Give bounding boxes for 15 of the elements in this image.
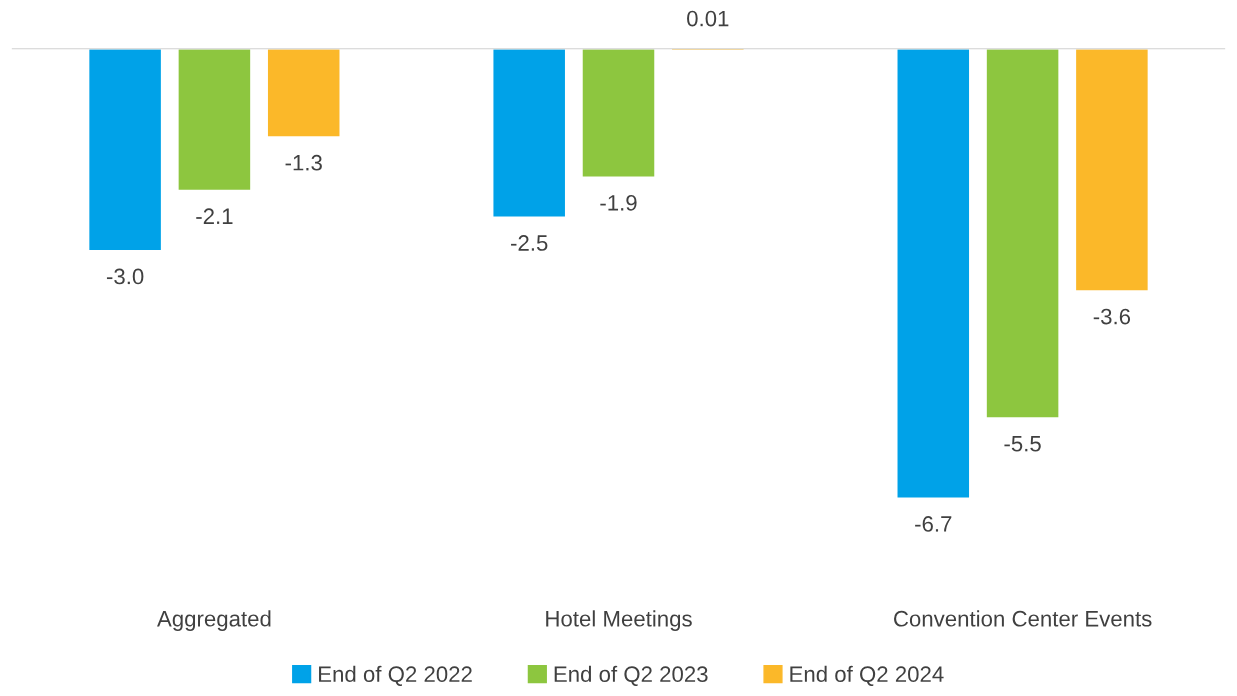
data-label: -3.6 (1093, 308, 1131, 325)
data-label: -1.9 (600, 194, 637, 211)
legend-label: End of Q2 2024 (790, 665, 944, 687)
data-label: -1.3 (285, 154, 322, 171)
legend-label: End of Q2 2023 (554, 665, 708, 687)
data-label: -6.7 (915, 516, 952, 532)
x-tick-label: Convention Center Events (894, 610, 1152, 627)
data-label: -2.1 (196, 208, 233, 224)
data-label: -2.5 (511, 235, 548, 251)
data-label: 0.01 (687, 10, 729, 27)
data-label: -5.5 (1004, 436, 1041, 452)
legend-label: End of Q2 2022 (319, 665, 472, 687)
x-tick-label: Hotel Meetings (546, 610, 692, 631)
x-tick-label: Aggregated (157, 610, 271, 631)
data-label: -3.0 (106, 268, 144, 285)
